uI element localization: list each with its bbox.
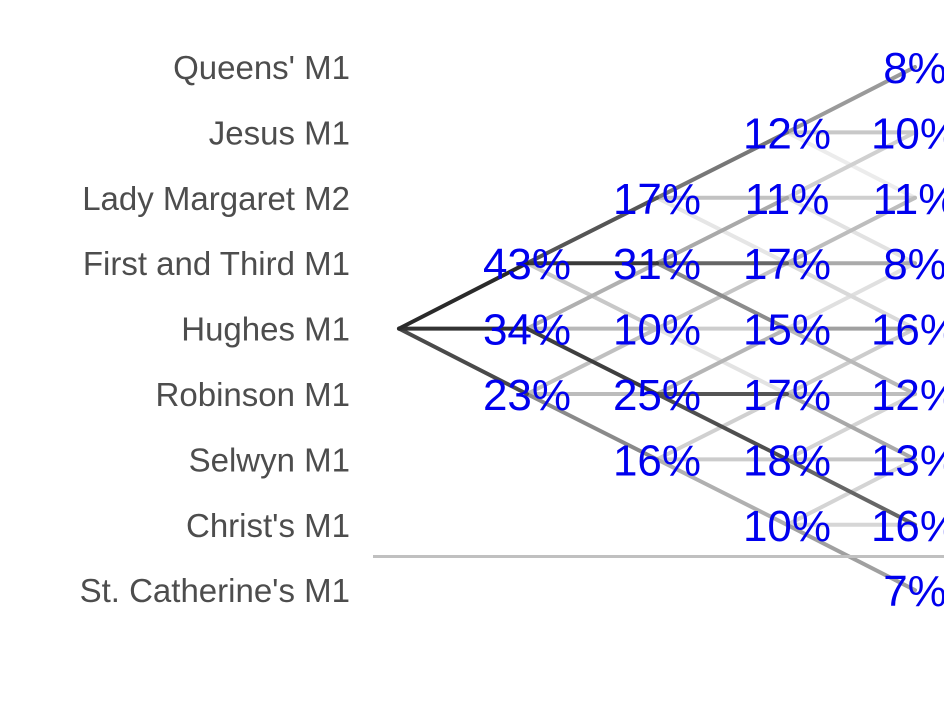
pct-day4-lady-margaret-m2: 11% [873, 175, 944, 224]
crew-label-christ-s-m1: Christ's M1 [186, 507, 350, 544]
crew-label-lady-margaret-m2: Lady Margaret M2 [82, 180, 350, 217]
pct-day3-hughes-m1: 15% [743, 306, 831, 355]
pct-day4-selwyn-m1: 13% [871, 436, 944, 485]
crew-label-jesus-m1: Jesus M1 [209, 114, 350, 151]
pct-day2-selwyn-m1: 16% [613, 436, 701, 485]
pct-day1-robinson-m1: 23% [483, 371, 571, 420]
pct-day1-first-and-third-m1: 43% [483, 240, 571, 289]
pct-day2-first-and-third-m1: 31% [613, 240, 701, 289]
pct-day3-robinson-m1: 17% [743, 371, 831, 420]
pct-day4-hughes-m1: 16% [871, 306, 944, 355]
pct-day3-selwyn-m1: 18% [743, 436, 831, 485]
crew-labels: Queens' M1 Jesus M1 Lady Margaret M2 First … [80, 49, 350, 609]
pct-day3-lady-margaret-m2: 11% [745, 175, 830, 224]
pct-day4-first-and-third-m1: 8% [883, 240, 944, 289]
crew-label-st-catherine-s-m1: St. Catherine's M1 [80, 572, 350, 609]
pct-day1-hughes-m1: 34% [483, 306, 571, 355]
pct-day4-jesus-m1: 10% [871, 109, 944, 158]
pct-day3-first-and-third-m1: 17% [743, 240, 831, 289]
crew-label-first-and-third-m1: First and Third M1 [83, 245, 350, 282]
pct-day4-queens-m1: 8% [883, 44, 944, 93]
crew-label-robinson-m1: Robinson M1 [156, 376, 350, 413]
pct-day2-robinson-m1: 25% [613, 371, 701, 420]
crew-label-selwyn-m1: Selwyn M1 [189, 441, 350, 478]
pct-day4-robinson-m1: 12% [871, 371, 944, 420]
pct-day4-st-catherine-s-m1: 7% [883, 567, 944, 616]
pct-day2-hughes-m1: 10% [613, 306, 701, 355]
pct-day3-jesus-m1: 12% [743, 109, 831, 158]
crew-label-queens-m1: Queens' M1 [173, 49, 350, 86]
pct-day4-christ-s-m1: 16% [871, 502, 944, 551]
pct-day2-lady-margaret-m2: 17% [613, 175, 701, 224]
crew-label-hughes-m1: Hughes M1 [181, 311, 350, 348]
pct-day3-christ-s-m1: 10% [743, 502, 831, 551]
